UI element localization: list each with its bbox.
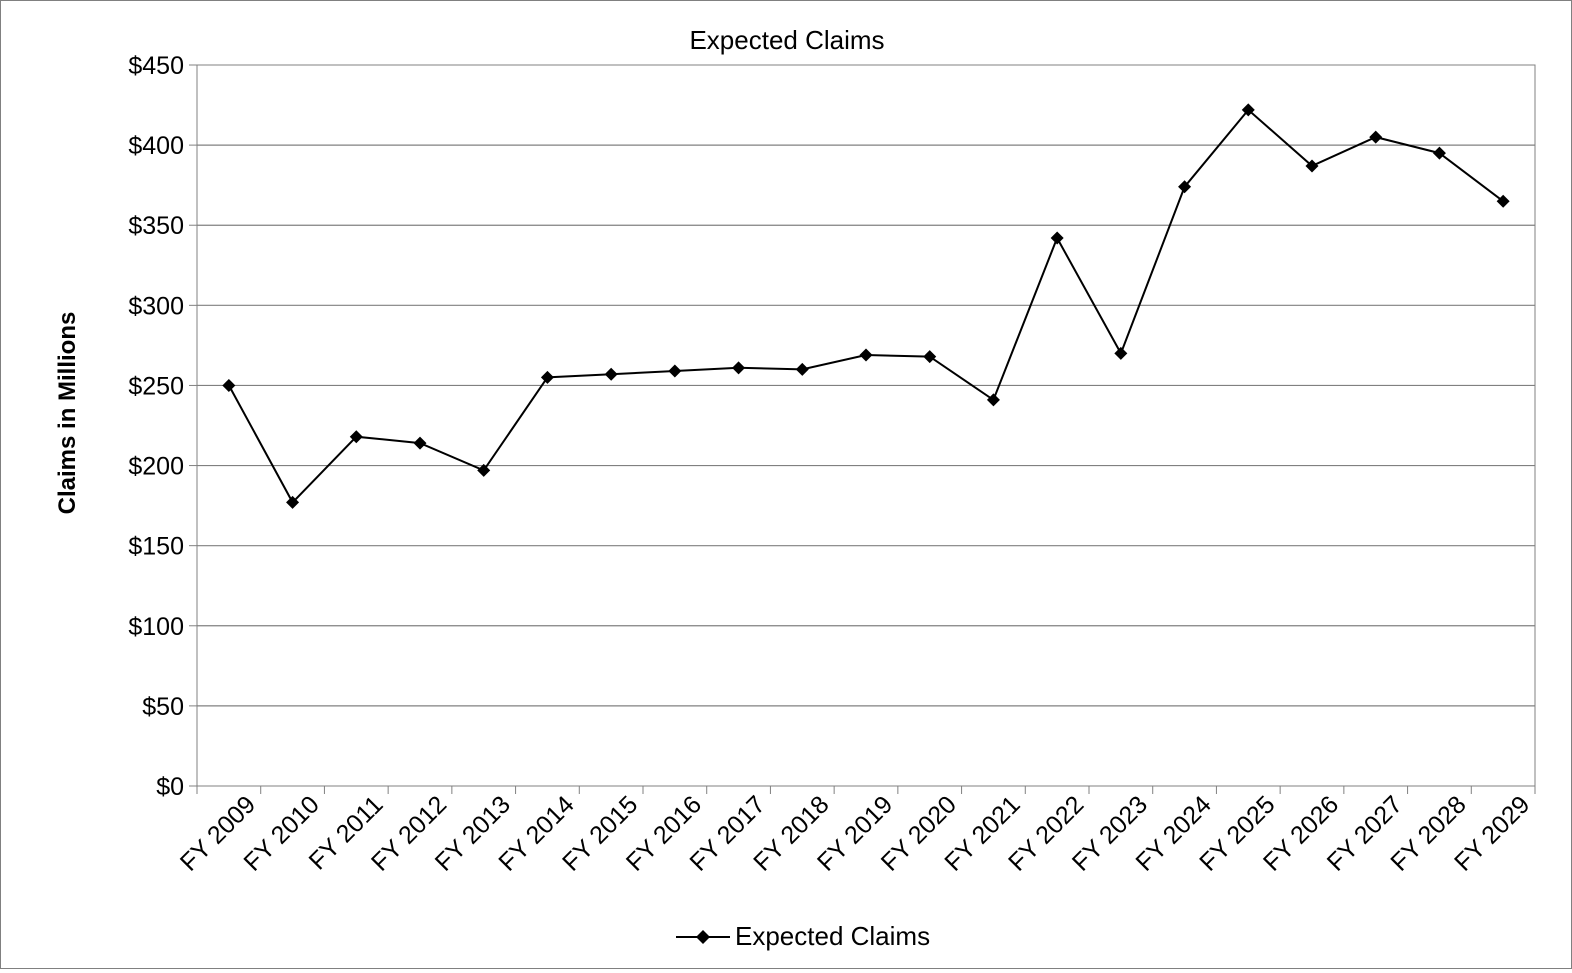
legend-marker — [696, 930, 710, 944]
plot-area — [196, 64, 1536, 787]
y-tick-label: $50 — [142, 693, 184, 721]
data-point — [413, 436, 427, 450]
series-expected-claims — [222, 103, 1510, 509]
legend: Expected Claims — [676, 921, 930, 951]
y-tick-label: $300 — [128, 292, 184, 320]
data-point — [604, 367, 618, 381]
y-tick-label: $0 — [156, 773, 184, 801]
data-point — [795, 362, 809, 376]
y-tick-label: $350 — [128, 212, 184, 240]
data-point — [1114, 346, 1128, 360]
data-point — [1178, 180, 1192, 194]
data-point — [222, 378, 236, 392]
y-tick-label: $250 — [128, 372, 184, 400]
data-point — [540, 370, 554, 384]
data-point — [668, 364, 682, 378]
chart-title: Expected Claims — [689, 25, 884, 55]
y-tick-label: $150 — [128, 533, 184, 561]
y-tick-label: $200 — [128, 453, 184, 481]
data-point — [1050, 231, 1064, 245]
data-point — [732, 361, 746, 375]
grid-lines — [197, 144, 1535, 707]
data-point — [986, 393, 1000, 407]
y-tick-label: $100 — [128, 613, 184, 641]
y-axis-ticks: $0 $50 $100 $150 $200 $250 $300 $350 $400 $450 — [128, 52, 197, 801]
data-point — [477, 463, 491, 477]
data-point — [286, 495, 300, 509]
data-point — [1241, 103, 1255, 117]
data-point — [1432, 146, 1446, 160]
data-point — [1496, 194, 1510, 208]
data-point — [349, 430, 363, 444]
data-point — [859, 348, 873, 362]
legend-label: Expected Claims — [735, 921, 930, 951]
data-point — [1305, 159, 1319, 173]
data-point — [923, 350, 937, 364]
y-tick-label: $450 — [128, 52, 184, 80]
y-axis-label: Claims in Millions — [54, 312, 81, 515]
y-tick-label: $400 — [128, 132, 184, 160]
data-point — [1369, 130, 1383, 144]
